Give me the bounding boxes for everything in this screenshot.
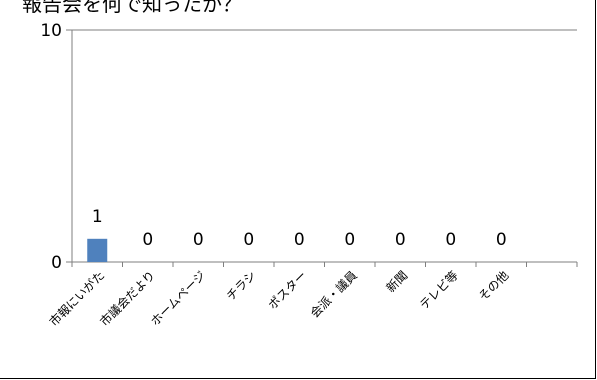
data-label: 0 [243, 230, 254, 250]
data-label: 0 [344, 230, 355, 250]
y-tick-label: 0 [51, 253, 62, 273]
data-label: 0 [142, 230, 153, 250]
category-label: チラシ [224, 268, 259, 303]
data-label: 0 [395, 230, 406, 250]
data-label: 0 [294, 230, 305, 250]
category-label: テレビ等 [417, 268, 461, 312]
category-label: 会派・議員 [308, 268, 360, 320]
data-label: 0 [445, 230, 456, 250]
data-label: 0 [496, 230, 507, 250]
category-label: ホームページ [148, 268, 208, 328]
data-label: 0 [193, 230, 204, 250]
data-label: 1 [92, 207, 103, 227]
category-label: 新聞 [383, 268, 411, 296]
category-label: その他 [476, 268, 511, 303]
y-tick-label: 10 [40, 21, 62, 41]
category-label: ポスター [266, 268, 310, 312]
bar [87, 238, 108, 262]
chart-title: 報告会を何で知ったか？ [22, 0, 242, 16]
